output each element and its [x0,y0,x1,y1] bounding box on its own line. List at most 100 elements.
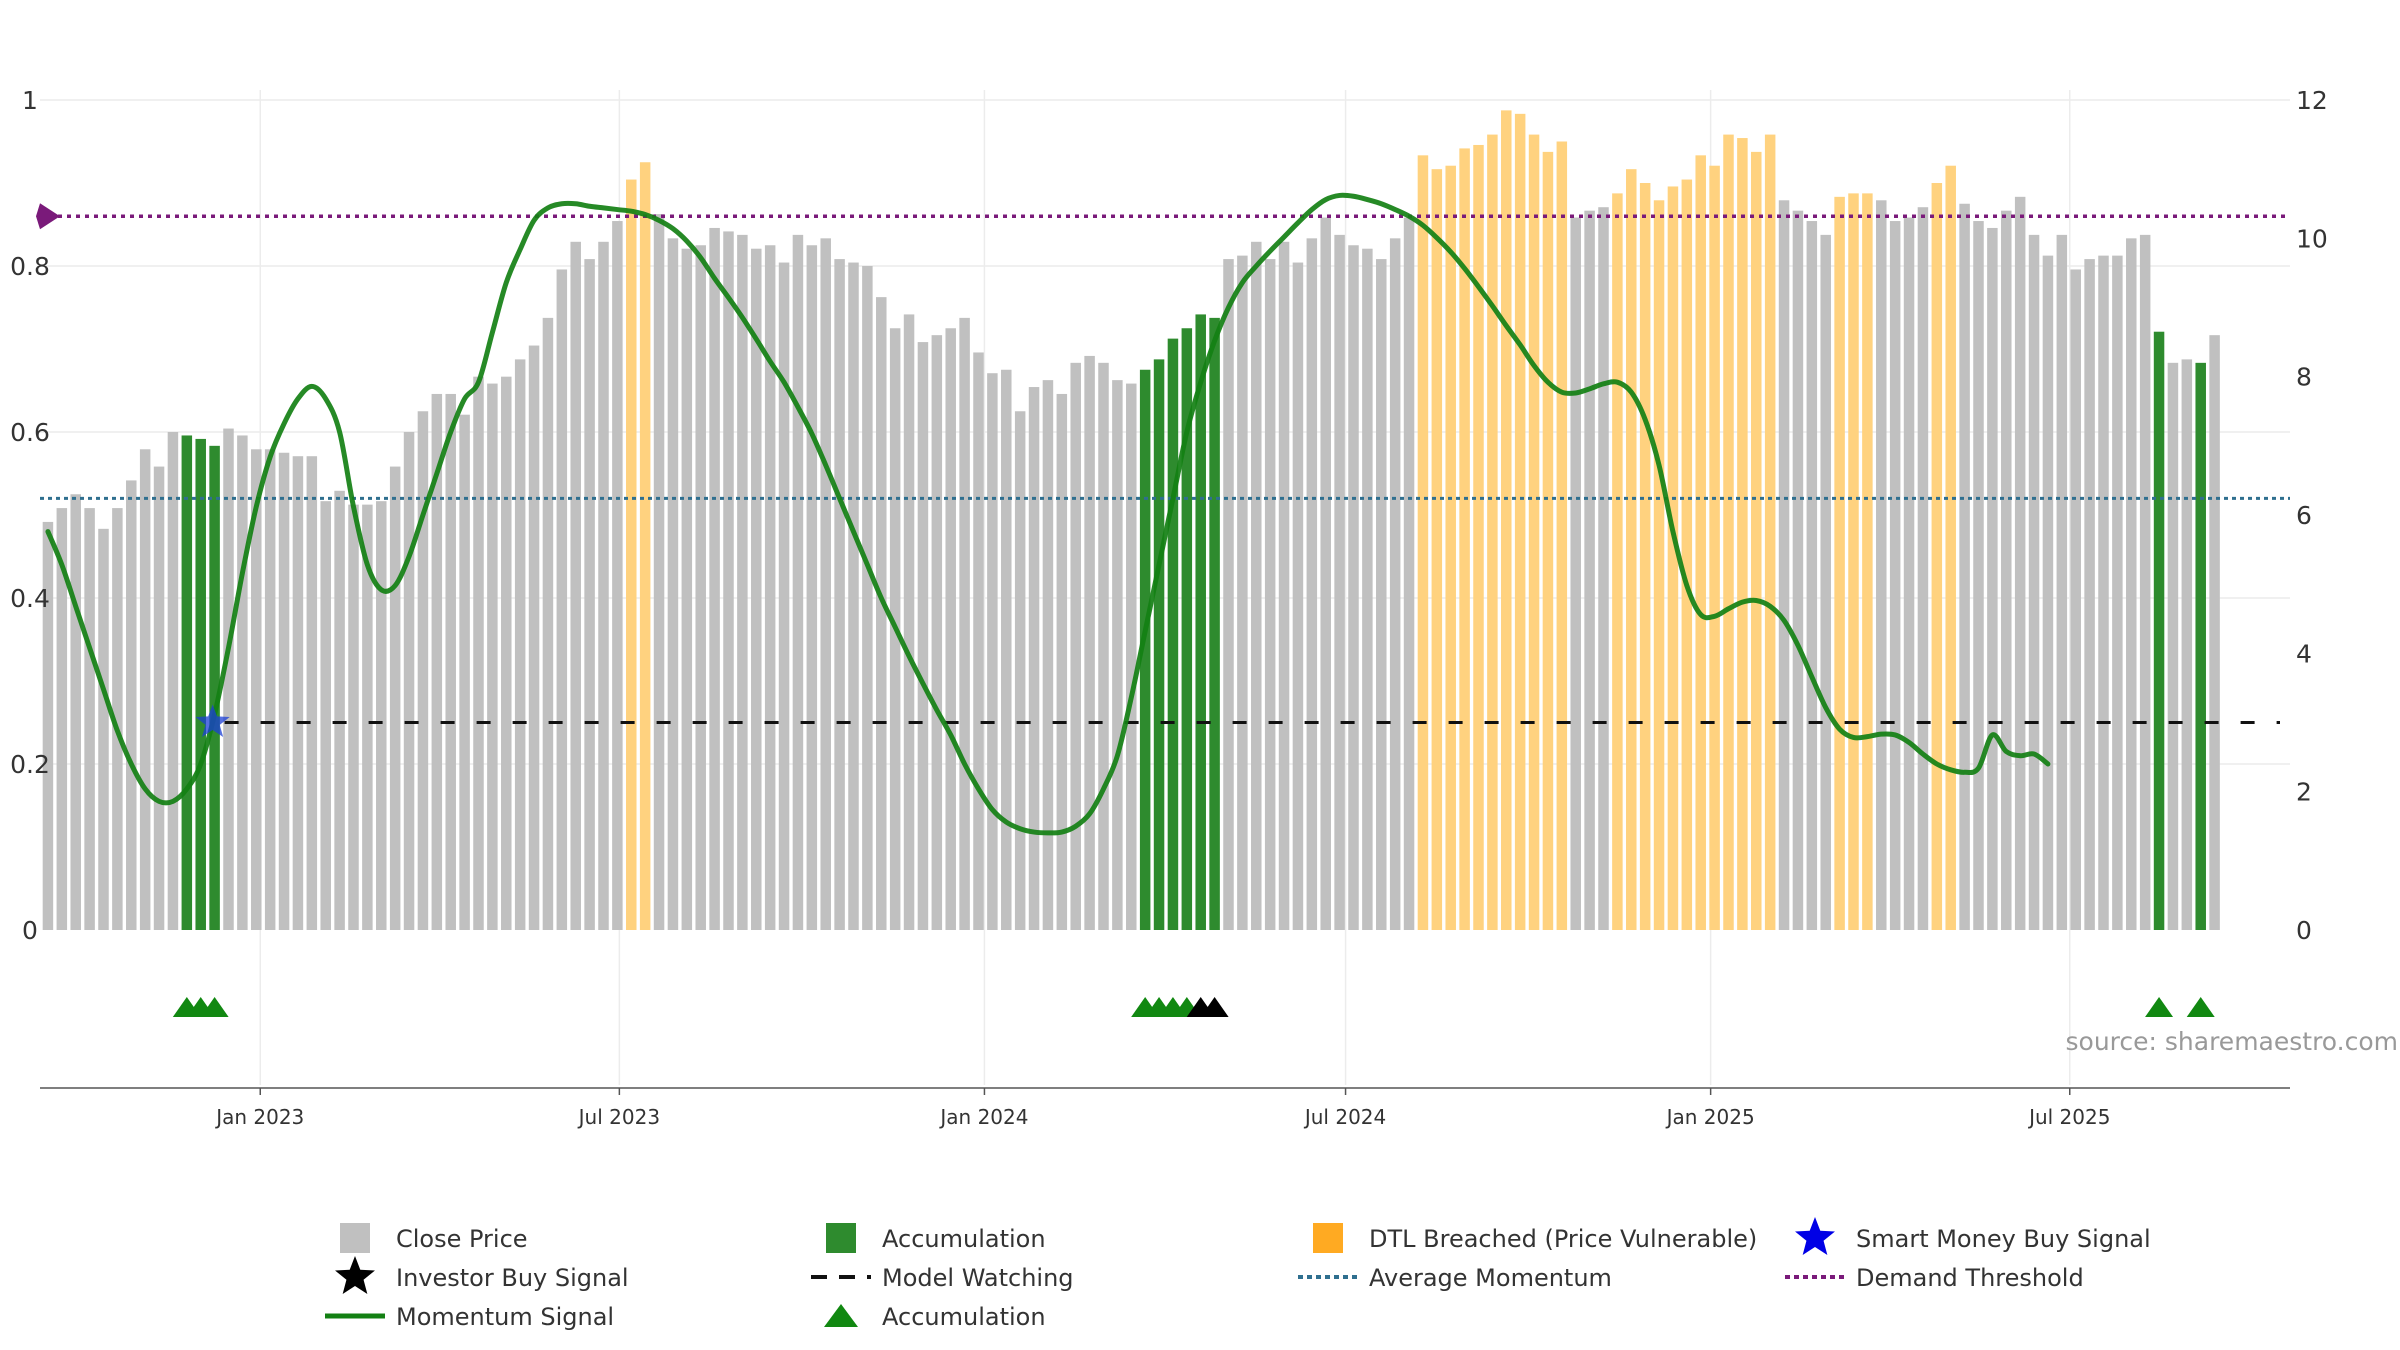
close-price-bar [542,317,554,930]
dtl-breached-bar [1709,165,1720,931]
close-price-bar [667,238,679,931]
accumulation-bar [2195,362,2206,930]
close-price-bar [1973,221,1984,930]
accumulation-bar [1195,314,1206,931]
accumulation-bar [1181,328,1193,930]
close-price-bar [2001,210,2012,930]
dtl-breached-bar [1931,183,1943,930]
close-price-bar [1251,241,1262,930]
close-price-bar [251,449,262,930]
legend-label: Average Momentum [1369,1264,1612,1292]
legend-symbol [1313,1223,1343,1253]
close-price-bar [167,432,179,930]
close-price-bar [223,428,234,930]
y-left-tick-label: 0 [22,916,38,945]
dtl-breached-bar [1862,193,1873,930]
close-price-bar [1362,248,1373,931]
dtl-breached-bar [1473,144,1484,931]
dtl-breached-bar [1501,110,1512,930]
y-right-tick-label: 8 [2296,363,2312,392]
close-price-bar [1598,207,1609,931]
y-left-tick-label: 0.2 [10,750,50,779]
legend-label: Demand Threshold [1856,1264,2084,1292]
y-left-tick-label: 0.8 [10,252,50,281]
close-price-bar [987,373,998,930]
close-price-bar [598,241,609,930]
close-price-bar [514,359,526,930]
dtl-breached-bar [1556,141,1568,930]
close-price-bar [334,490,345,930]
y-right-tick-label: 12 [2296,86,2328,115]
legend-label: Close Price [396,1225,528,1253]
legend-symbol [335,1256,375,1294]
dtl-breached-bar [1445,165,1456,931]
close-price-bar [751,248,762,931]
close-price-bar [1056,393,1068,930]
close-price-bar [2126,238,2137,931]
close-price-bar [1376,259,1387,930]
close-price-bar [292,456,304,930]
close-price-bar [792,234,804,930]
accumulation-bar [2153,331,2165,930]
close-price-bar [473,376,484,931]
close-price-bar [417,411,429,930]
dtl-breached-bar [1834,196,1845,931]
dtl-breached-bar [1514,113,1526,931]
legend-symbol [340,1223,370,1253]
close-price-bar [2056,234,2068,930]
source-label: source: sharemaestro.com [2066,1027,2399,1056]
close-price-bar [1098,362,1109,930]
close-price-bar [806,245,818,930]
close-price-bar [2167,362,2179,930]
close-price-bar [1292,262,1304,931]
smart-money-buy-star [195,704,230,738]
close-price-bar [348,504,359,930]
close-price-bar [1014,411,1026,930]
accumulation-marker [200,997,229,1017]
close-price-bar [1584,210,1595,930]
close-price-bar [1042,380,1054,930]
close-price-bar [1792,210,1804,930]
x-tick-label: Jul 2025 [2027,1105,2110,1129]
close-price-bar [1126,383,1137,930]
close-price-bar [737,234,748,930]
legend-label: Smart Money Buy Signal [1856,1225,2151,1253]
close-price-bar [98,528,109,930]
close-price-bar [1959,203,1970,930]
accumulation-bar [1153,359,1165,930]
close-price-bar [1987,227,1998,931]
dtl-breached-bar [1612,193,1623,930]
close-price-bar [2042,255,2054,930]
close-price-bar [1264,259,1276,930]
y-right-tick-label: 2 [2296,778,2312,807]
close-price-bar [1237,255,1248,930]
close-price-bar [1876,200,1887,930]
close-price-bar [42,521,54,930]
close-price-bar [376,501,387,930]
accumulation-bar [1209,317,1220,930]
close-price-bar [903,314,915,931]
dtl-breached-bar [1431,169,1443,930]
dtl-breached-bar [1681,179,1693,930]
y-right-tick-label: 6 [2296,501,2312,530]
close-price-bar [1001,369,1012,930]
close-price-bar [1389,238,1401,931]
legend: Close Price Accumulation DTL Breached (Pri… [325,1217,2151,1331]
close-price-bar [2112,255,2123,930]
close-price-bar [1778,200,1790,930]
accumulation-bar [1167,338,1179,930]
y-right-tick-label: 10 [2296,224,2328,253]
close-price-bar [945,328,956,930]
legend-symbol [826,1223,856,1253]
momentum-signal-line [45,192,2051,836]
close-price-bar [1112,380,1123,930]
close-price-bar [501,376,512,931]
close-price-bar [264,449,276,930]
close-price-bar [1028,387,1040,931]
close-price-bar [459,414,470,930]
close-price-bar [653,214,665,930]
accumulation-bar [195,438,206,930]
close-price-bar [612,221,623,930]
investor-buy-marker [1200,997,1229,1017]
y-left-tick-label: 1 [22,86,38,115]
